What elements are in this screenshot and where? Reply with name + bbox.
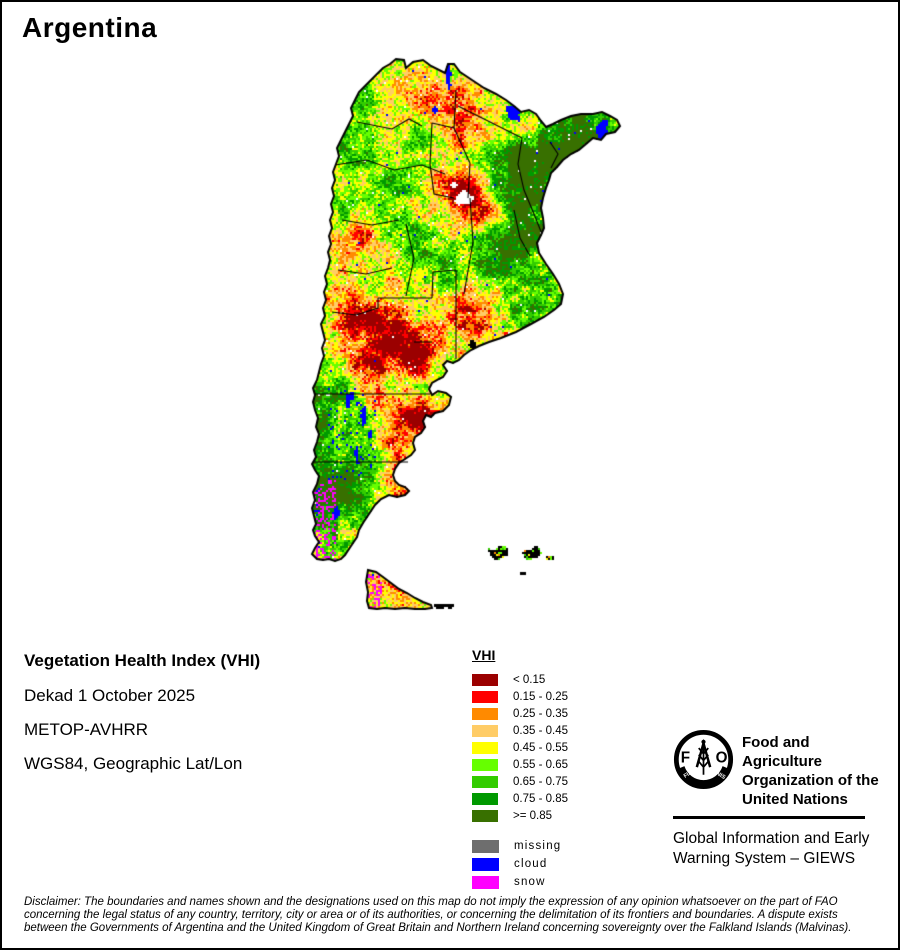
info-line-dekad: Dekad 1 October 2025 — [24, 686, 196, 705]
legend-label: 0.65 - 0.75 — [513, 775, 568, 788]
legend-row: cloud — [472, 855, 568, 873]
legend-swatch — [472, 875, 499, 889]
legend-swatch — [472, 775, 498, 788]
legend-label: 0.35 - 0.45 — [513, 724, 568, 737]
legend-label: missing — [514, 840, 562, 852]
fao-logo-row: F O FIAT PANIS Food and Agriculture Orga… — [673, 728, 883, 809]
legend-label: snow — [514, 876, 546, 888]
fao-org-name: Food and Agriculture Organization of the… — [742, 728, 883, 809]
fao-org-line1: Food and Agriculture — [742, 734, 823, 770]
legend-label: 0.45 - 0.55 — [513, 741, 568, 754]
legend-row: missing — [472, 837, 568, 855]
disclaimer-text: Disclaimer: The boundaries and names sho… — [24, 896, 852, 934]
legend-swatch — [472, 839, 499, 853]
fao-org-line2: Organization of the — [742, 772, 879, 789]
legend-label: < 0.15 — [513, 673, 546, 686]
info-heading: Vegetation Health Index (VHI) — [24, 651, 261, 670]
fao-logo-icon: F O FIAT PANIS — [673, 729, 734, 790]
fao-block: F O FIAT PANIS Food and Agriculture Orga… — [673, 728, 883, 869]
legend-label: 0.55 - 0.65 — [513, 758, 568, 771]
giews-line1: Global Information and Early — [673, 829, 870, 847]
info-line-proj: WGS84, Geographic Lat/Lon — [24, 754, 243, 773]
legend-swatch — [472, 707, 498, 720]
legend-classes: < 0.15 0.15 - 0.25 0.25 - 0.35 0.35 - 0.45 0… — [472, 671, 568, 824]
legend-label: cloud — [514, 858, 548, 870]
legend-row: 0.35 - 0.45 — [472, 722, 568, 739]
legend-row: 0.15 - 0.25 — [472, 688, 568, 705]
legend-title: VHI — [472, 647, 496, 663]
legend-swatch — [472, 690, 498, 703]
map-info-block: Vegetation Health Index (VHI) Dekad 1 Oc… — [24, 651, 260, 788]
legend-row: 0.75 - 0.85 — [472, 790, 568, 807]
legend-swatch — [472, 741, 498, 754]
legend-swatch — [472, 857, 499, 871]
legend-swatch — [472, 758, 498, 771]
legend-row: 0.25 - 0.35 — [472, 705, 568, 722]
legend-label: 0.25 - 0.35 — [513, 707, 568, 720]
vhi-legend: VHI < 0.15 0.15 - 0.25 0.25 - 0.35 0.35 - 0… — [472, 647, 568, 891]
legend-swatch — [472, 724, 498, 737]
legend-swatch — [472, 792, 498, 805]
legend-row: < 0.15 — [472, 671, 568, 688]
giews-label: Global Information and Early Warning Sys… — [673, 829, 883, 869]
legend-label: >= 0.85 — [513, 809, 553, 822]
fao-org-line3: United Nations — [742, 791, 848, 808]
legend-swatch — [472, 809, 498, 822]
legend-special: missing cloud snow — [472, 837, 568, 891]
legend-row: 0.55 - 0.65 — [472, 756, 568, 773]
svg-text:O: O — [716, 749, 728, 766]
legend-row: snow — [472, 873, 568, 891]
legend-row: 0.65 - 0.75 — [472, 773, 568, 790]
fao-divider — [673, 816, 865, 819]
legend-row: 0.45 - 0.55 — [472, 739, 568, 756]
legend-label: 0.15 - 0.25 — [513, 690, 568, 703]
legend-label: 0.75 - 0.85 — [513, 792, 568, 805]
legend-row: >= 0.85 — [472, 807, 568, 824]
giews-line2: Warning System – GIEWS — [673, 849, 856, 867]
info-line-sensor: METOP-AVHRR — [24, 720, 149, 739]
fao-motto-fiat: FIAT — [683, 768, 697, 780]
svg-text:F: F — [681, 749, 690, 766]
legend-swatch — [472, 673, 498, 686]
